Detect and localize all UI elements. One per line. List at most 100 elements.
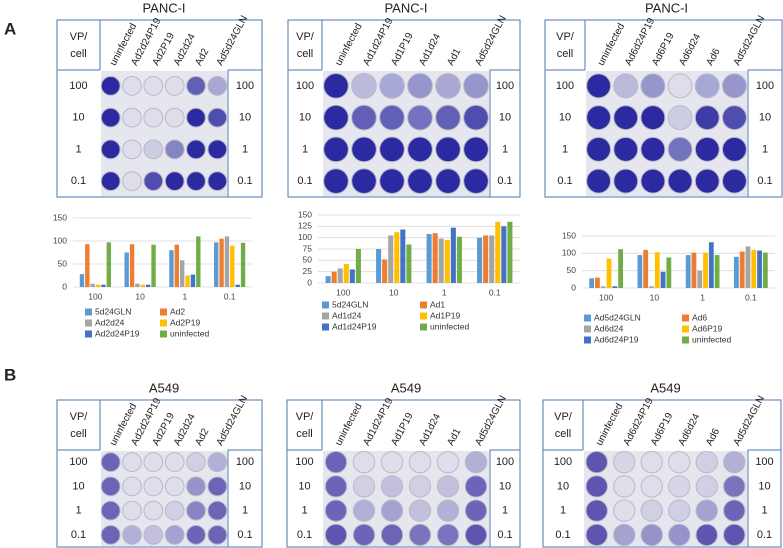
well	[407, 168, 433, 194]
bar	[331, 271, 337, 283]
well	[721, 105, 747, 131]
well	[122, 107, 142, 128]
well	[186, 107, 206, 128]
row-label: 10	[559, 112, 571, 124]
well	[613, 475, 636, 498]
well	[668, 499, 691, 522]
plate-right-box	[227, 69, 263, 198]
bar	[637, 255, 643, 288]
well	[164, 139, 185, 160]
y-tick-label: 75	[303, 243, 313, 253]
y-tick-label: 150	[53, 212, 67, 222]
y-tick-label: 50	[303, 255, 313, 265]
legend-label: uninfected	[430, 321, 469, 331]
column-label: Ad1P19	[389, 31, 416, 68]
well	[585, 475, 608, 498]
row-label: 0.1	[497, 175, 512, 187]
well	[408, 499, 432, 522]
bar	[589, 278, 595, 288]
legend-swatch	[420, 323, 427, 331]
well	[122, 139, 142, 160]
y-tick-label: 100	[53, 235, 67, 245]
bar	[595, 277, 600, 288]
vp-header: VP/	[296, 31, 315, 43]
well	[324, 475, 348, 498]
well	[207, 452, 228, 473]
vp-header: VP/	[296, 411, 315, 423]
plate-title: PANC-I	[142, 0, 185, 15]
well	[143, 476, 164, 497]
y-tick-label: 150	[298, 209, 312, 219]
row-label: 100	[756, 80, 774, 92]
well	[100, 500, 121, 521]
column-label: uninfected	[333, 402, 364, 448]
y-tick-label: 25	[303, 266, 313, 276]
legend-swatch	[160, 308, 167, 316]
well	[435, 73, 461, 99]
legend-swatch	[85, 308, 92, 316]
well	[723, 450, 746, 474]
plate-right-box	[747, 69, 783, 198]
well	[186, 476, 206, 497]
legend-label: Ad2	[170, 306, 185, 316]
well	[164, 107, 185, 128]
legend-swatch	[682, 325, 689, 333]
vp-header: cell	[555, 428, 572, 440]
bar	[388, 235, 394, 283]
column-label: Ad2	[193, 426, 211, 447]
bar	[501, 226, 507, 283]
vp-header: cell	[297, 48, 314, 60]
bar	[691, 252, 697, 288]
well	[464, 523, 488, 547]
bar	[224, 236, 230, 287]
bar	[444, 239, 450, 283]
well	[463, 136, 489, 163]
well	[351, 73, 377, 99]
legend-label: Ad2d24	[95, 317, 125, 327]
well	[100, 524, 121, 545]
well	[186, 139, 206, 160]
plate-right-box	[747, 449, 782, 548]
well	[668, 450, 691, 474]
bar	[477, 237, 483, 283]
bar	[240, 242, 246, 287]
well	[100, 75, 121, 96]
well	[667, 168, 693, 194]
well	[164, 171, 185, 192]
well	[694, 105, 720, 131]
plate-photo	[586, 71, 747, 196]
x-tick-label: 1	[183, 291, 188, 301]
well	[640, 475, 663, 498]
column-label: uninfected	[594, 402, 625, 448]
y-tick-label: 100	[562, 248, 576, 258]
y-tick-label: 150	[562, 230, 576, 240]
well	[379, 136, 405, 163]
column-label: Ad6d24	[677, 412, 703, 448]
well	[613, 499, 636, 522]
x-tick-label: 0.1	[745, 292, 757, 302]
bar	[85, 244, 90, 287]
well	[463, 168, 489, 194]
bar	[145, 284, 151, 287]
bar	[757, 250, 762, 288]
bar	[95, 284, 101, 287]
well	[207, 75, 228, 96]
well	[721, 136, 747, 162]
well	[324, 523, 348, 547]
row-label: 0.1	[297, 175, 312, 187]
well	[352, 450, 376, 474]
well	[122, 500, 142, 521]
well	[324, 450, 348, 474]
row-label: 10	[72, 112, 84, 124]
bar	[235, 284, 240, 287]
well	[667, 136, 693, 162]
row-label: 1	[761, 505, 767, 517]
column-label: Ad6P19	[650, 31, 677, 68]
well	[186, 452, 206, 473]
row-label: 0.1	[297, 529, 312, 541]
row-label: 100	[755, 456, 773, 468]
plate-photo	[584, 451, 747, 546]
well	[723, 499, 746, 522]
legend-label: Ad2d24P19	[95, 328, 140, 338]
